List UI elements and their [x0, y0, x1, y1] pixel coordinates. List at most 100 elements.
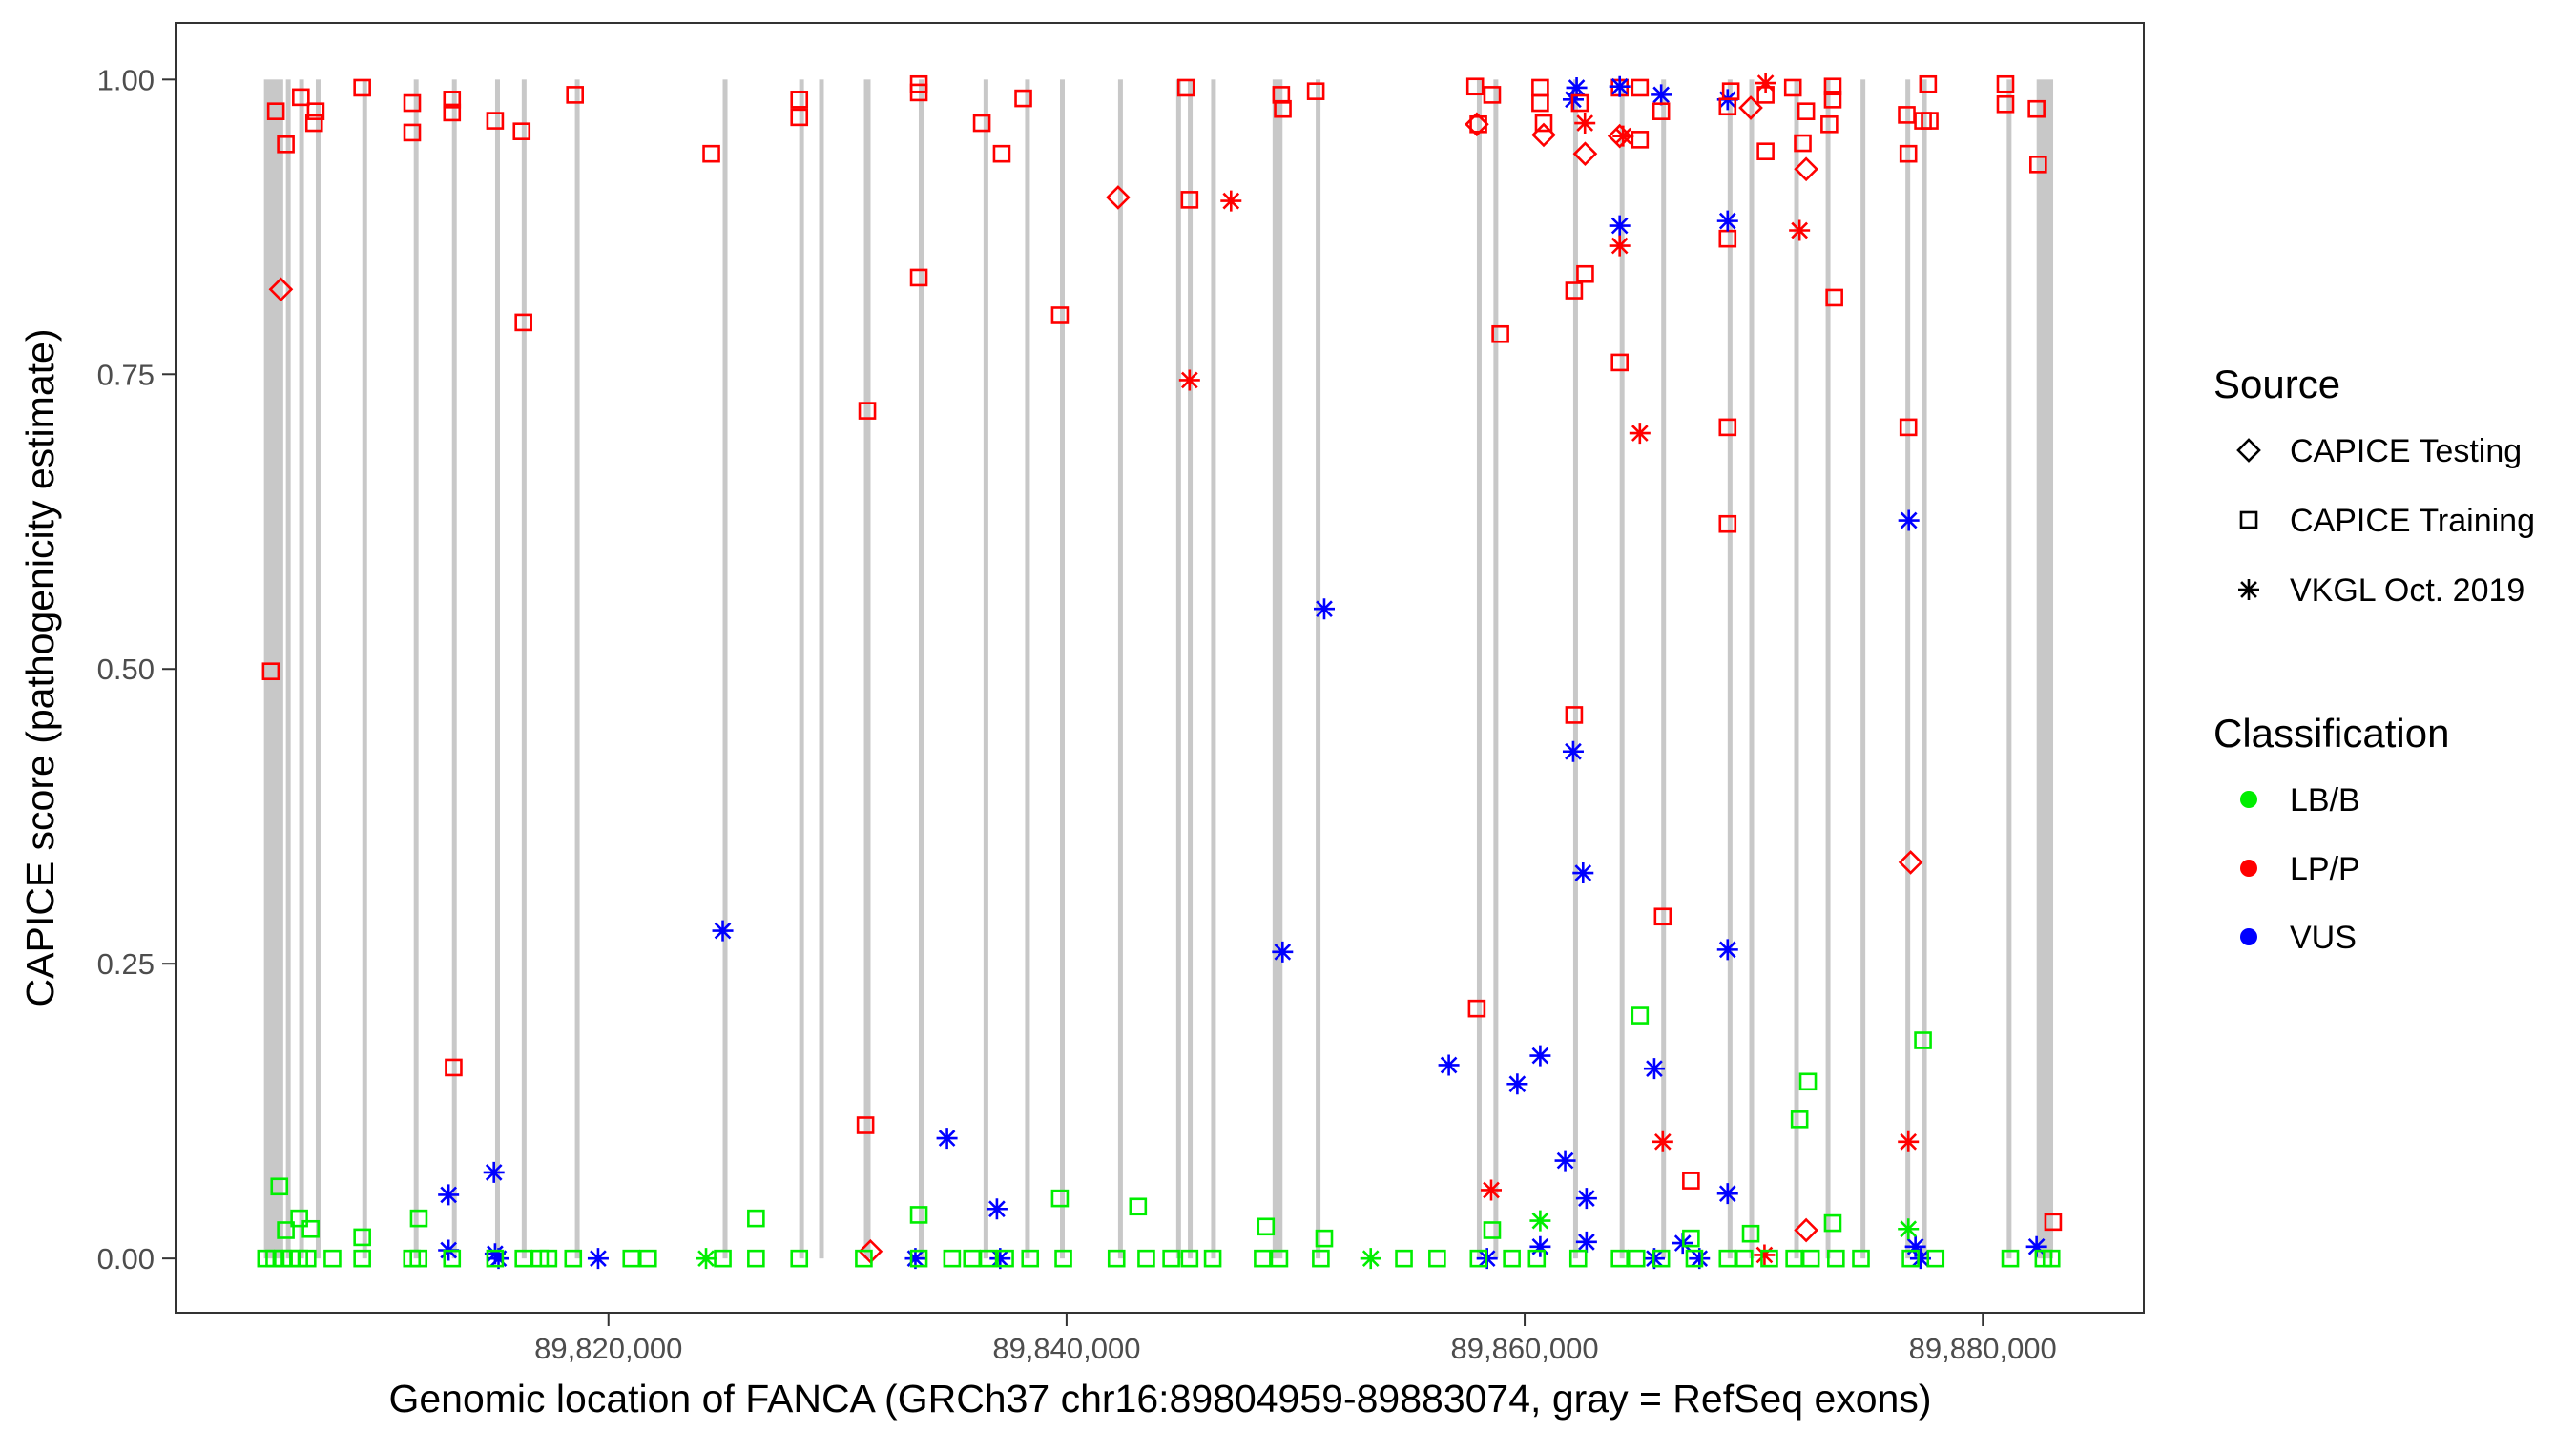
square-marker [1570, 93, 1589, 113]
square-marker [996, 1249, 1014, 1268]
data-point [1823, 77, 1842, 96]
asterisk-marker [1562, 740, 1584, 762]
exon-band [722, 79, 728, 1259]
data-point [1574, 113, 1596, 135]
data-point [301, 1219, 320, 1238]
data-point [1465, 77, 1485, 96]
square-marker [855, 1249, 873, 1268]
asterisk-marker [2025, 1235, 2047, 1257]
data-point [277, 135, 295, 154]
square-marker [1137, 1249, 1155, 1268]
square-marker [1996, 94, 2015, 114]
exon-band [1727, 79, 1733, 1259]
square-marker [1483, 86, 1502, 104]
asterisk-marker [587, 1248, 609, 1270]
exon-band [1272, 79, 1283, 1259]
data-point [1789, 219, 1811, 241]
data-point [1178, 369, 1200, 391]
data-point [996, 1249, 1014, 1268]
square-marker [992, 144, 1011, 163]
asterisk-marker [1609, 75, 1631, 97]
data-points [257, 73, 2063, 1270]
exon-band [362, 79, 367, 1259]
square-marker [790, 91, 809, 109]
square-marker [403, 123, 422, 142]
data-point [2042, 1249, 2061, 1268]
data-point [1718, 229, 1737, 248]
asterisk-marker [1272, 941, 1294, 963]
asterisk-marker [1755, 73, 1776, 94]
square-marker [1653, 907, 1672, 926]
data-point [445, 1058, 463, 1077]
legend-source-label: CAPICE Testing [2290, 433, 2522, 469]
asterisk-marker [904, 1248, 926, 1270]
data-point [986, 1198, 1008, 1220]
y-tick-label: 1.00 [97, 63, 155, 96]
square-marker [353, 1249, 371, 1268]
data-point [1176, 78, 1195, 97]
data-point [1050, 1189, 1070, 1208]
asterisk-marker [1220, 190, 1242, 212]
square-marker [353, 78, 371, 97]
data-point [1820, 114, 1839, 134]
exon-band [299, 79, 304, 1259]
square-marker [564, 1249, 583, 1268]
data-point [488, 1248, 509, 1270]
exon-band [1316, 79, 1321, 1259]
data-point [1631, 131, 1650, 149]
data-point [1106, 185, 1131, 210]
square-marker [943, 1249, 962, 1268]
square-marker [1718, 418, 1737, 437]
asterisk-marker [1643, 1058, 1665, 1080]
asterisk-marker [483, 1161, 505, 1183]
data-point [277, 1221, 295, 1239]
asterisk-marker [1629, 423, 1651, 445]
data-point [989, 1248, 1011, 1270]
data-point [1899, 418, 1918, 437]
data-point [712, 920, 734, 942]
square-marker [1534, 114, 1553, 133]
data-point [904, 1248, 926, 1270]
square-marker [909, 1206, 928, 1224]
data-point [1395, 1249, 1413, 1268]
data-point [514, 313, 532, 332]
square-marker [1610, 353, 1629, 372]
square-marker [1685, 1249, 1704, 1268]
square-marker [270, 1177, 289, 1196]
data-point [1898, 850, 1923, 875]
square-marker [790, 108, 809, 127]
data-point [486, 1249, 505, 1268]
exon-band [1188, 79, 1194, 1259]
square-marker [1926, 1249, 1945, 1268]
data-point [1652, 1249, 1671, 1268]
asterisk-marker [712, 920, 734, 942]
square-marker [1914, 1031, 1932, 1049]
data-point [1572, 862, 1594, 884]
asterisk-marker [989, 1248, 1011, 1270]
square-marker [539, 1249, 558, 1268]
square-marker [323, 1249, 342, 1268]
square-marker [972, 114, 991, 133]
data-point [1921, 112, 1939, 130]
data-point [1203, 1249, 1222, 1268]
square-marker [1531, 93, 1549, 113]
square-marker [909, 83, 928, 102]
data-point [539, 1249, 558, 1268]
data-point [1312, 1249, 1330, 1268]
data-point [403, 123, 422, 142]
data-point [1360, 1248, 1381, 1270]
square-marker [1627, 1249, 1646, 1268]
legend-color-dot-icon [2240, 860, 2257, 877]
data-point [564, 1249, 583, 1268]
asterisk-marker [1360, 1248, 1381, 1270]
data-point [2025, 1235, 2047, 1257]
legend-color-dot-icon [2240, 928, 2257, 945]
square-marker [298, 1249, 317, 1268]
data-point [306, 102, 325, 120]
data-point [979, 1249, 998, 1268]
data-point [1274, 99, 1292, 118]
asterisk-marker [1566, 76, 1588, 98]
data-point [1180, 1249, 1199, 1268]
asterisk-marker [1314, 598, 1335, 620]
square-marker [1682, 1172, 1700, 1190]
